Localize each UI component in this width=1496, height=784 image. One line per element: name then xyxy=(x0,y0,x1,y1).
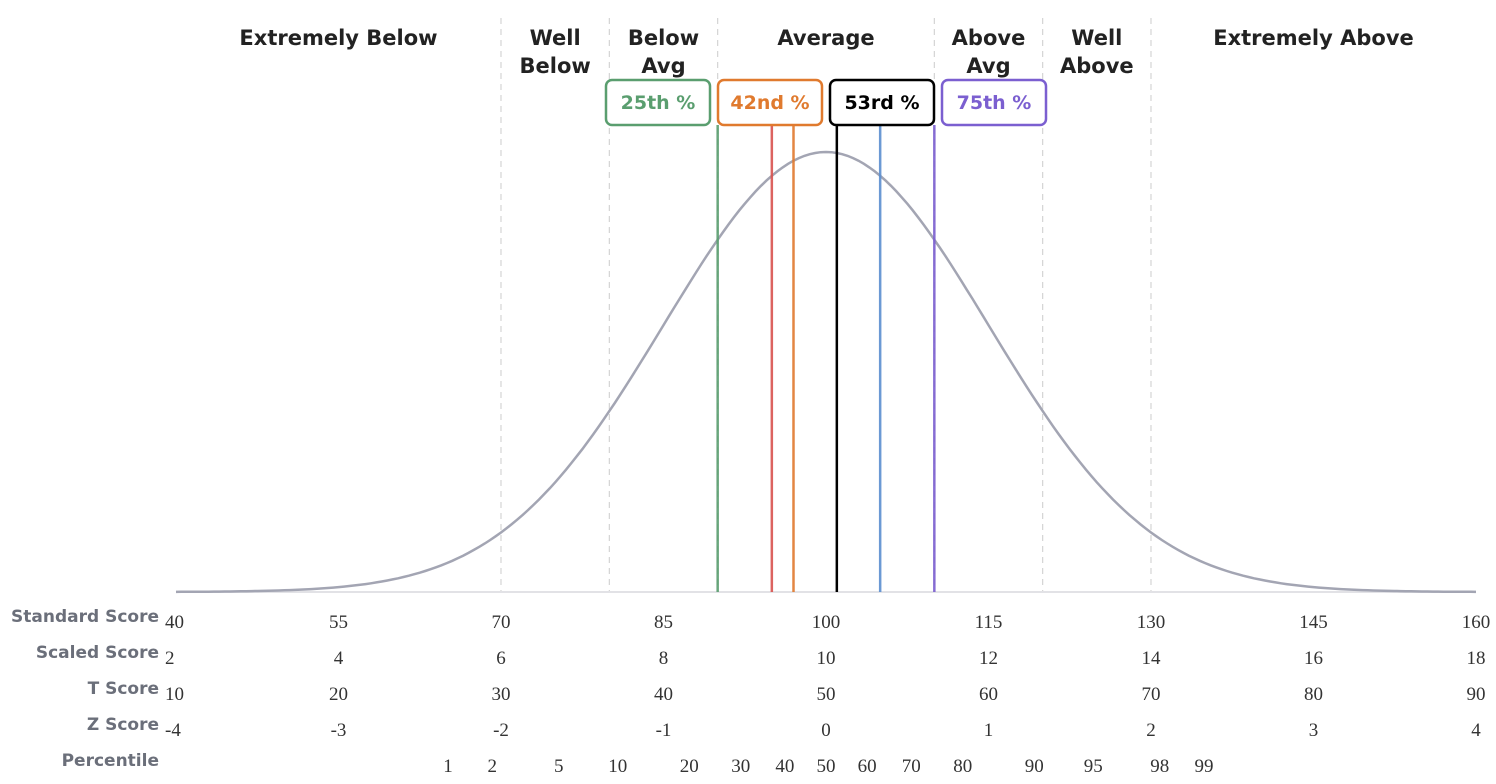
percentile-tick: 95 xyxy=(1084,756,1103,777)
scale-row-label: Z Score xyxy=(87,715,159,735)
scale-tick: 3 xyxy=(1309,720,1319,741)
category-label: Extremely Below xyxy=(239,26,437,50)
scale-tick: 60 xyxy=(979,684,998,705)
scale-tick: 10 xyxy=(165,684,184,705)
scale-tick: 160 xyxy=(1462,612,1491,633)
percentile-tick: 30 xyxy=(731,756,750,777)
percentile-label: 53rd % xyxy=(844,92,919,114)
scale-tick: 18 xyxy=(1467,648,1486,669)
scale-tick: -1 xyxy=(656,720,672,741)
percentile-tick: 90 xyxy=(1025,756,1044,777)
percentile-tick: 70 xyxy=(902,756,921,777)
scale-tick: 100 xyxy=(812,612,841,633)
percentile-box xyxy=(828,78,936,127)
percentile-tick: 5 xyxy=(554,756,564,777)
percentile-label: 42nd % xyxy=(730,92,809,114)
percentile-row-label: Percentile xyxy=(62,751,159,771)
scale-tick: 6 xyxy=(496,648,506,669)
scale-tick: -4 xyxy=(165,720,181,741)
category-label: Well Below xyxy=(520,26,591,78)
scale-tick: 4 xyxy=(1471,720,1481,741)
scale-tick: 85 xyxy=(654,612,673,633)
normal-curve xyxy=(175,150,1477,594)
scale-tick: 145 xyxy=(1299,612,1328,633)
scale-tick: 16 xyxy=(1304,648,1323,669)
scale-tick: 2 xyxy=(165,648,175,669)
scale-tick: 0 xyxy=(821,720,831,741)
scale-tick: 115 xyxy=(975,612,1003,633)
scale-tick: 80 xyxy=(1304,684,1323,705)
percentile-box xyxy=(604,78,712,127)
percentile-tick: 60 xyxy=(858,756,877,777)
percentile-tick: 2 xyxy=(488,756,498,777)
scale-tick: -3 xyxy=(331,720,347,741)
scale-tick: -2 xyxy=(493,720,509,741)
scale-tick: 10 xyxy=(817,648,836,669)
scale-tick: 30 xyxy=(492,684,511,705)
scale-tick: 40 xyxy=(654,684,673,705)
scale-tick: 90 xyxy=(1467,684,1486,705)
percentile-box xyxy=(940,78,1048,127)
scale-tick: 130 xyxy=(1137,612,1166,633)
percentile-label: 75th % xyxy=(957,92,1032,114)
scale-tick: 14 xyxy=(1142,648,1162,669)
scale-row-label: Standard Score xyxy=(11,607,159,627)
percentile-tick: 80 xyxy=(953,756,972,777)
scale-tick: 2 xyxy=(1146,720,1156,741)
scale-tick: 1 xyxy=(984,720,994,741)
percentile-tick: 40 xyxy=(775,756,794,777)
percentile-tick: 10 xyxy=(608,756,627,777)
percentile-tick: 99 xyxy=(1195,756,1214,777)
scale-row-label: T Score xyxy=(88,679,159,699)
scale-tick: 12 xyxy=(979,648,998,669)
percentile-label: 25th % xyxy=(621,92,696,114)
percentile-tick: 1 xyxy=(443,756,453,777)
category-label: Well Above xyxy=(1060,26,1134,78)
scale-tick: 20 xyxy=(329,684,348,705)
percentile-tick: 98 xyxy=(1150,756,1169,777)
category-label: Average xyxy=(777,26,874,50)
scale-row-label: Scaled Score xyxy=(36,643,159,663)
category-label: Extremely Above xyxy=(1213,26,1414,50)
percentile-tick: 20 xyxy=(680,756,699,777)
percentile-box xyxy=(716,78,824,127)
category-label: Below Avg xyxy=(628,26,699,78)
scale-tick: 8 xyxy=(659,648,669,669)
percentile-tick: 50 xyxy=(817,756,836,777)
scale-tick: 70 xyxy=(1142,684,1161,705)
scale-tick: 55 xyxy=(329,612,348,633)
category-label: Above Avg xyxy=(952,26,1026,78)
scale-tick: 4 xyxy=(334,648,344,669)
scale-tick: 40 xyxy=(165,612,184,633)
scale-tick: 70 xyxy=(492,612,511,633)
scale-tick: 50 xyxy=(817,684,836,705)
